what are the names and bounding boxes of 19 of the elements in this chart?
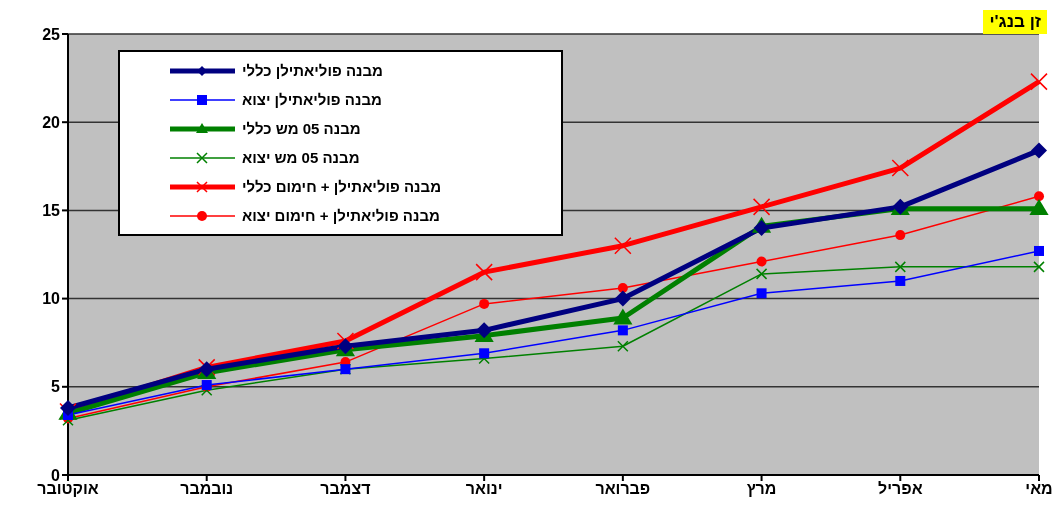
x-tick-label: מרץ (746, 480, 777, 498)
legend-label: מבנה פוליאתילן יצוא (242, 91, 382, 108)
x-tick-label: אפריל (878, 480, 923, 498)
legend-label: מבנה פוליאתילן + חימום יצוא (242, 207, 440, 224)
legend-label: מבנה פוליאתילן כללי (242, 62, 383, 79)
x-tick-label: דצמבר (320, 480, 371, 498)
y-tick-label: 5 (51, 378, 61, 396)
legend-label: מבנה 05 מש יצוא (242, 149, 360, 166)
x-tick-label: פברואר (595, 480, 651, 498)
x-tick-label: ינואר (465, 480, 503, 498)
legend-label: מבנה פוליאתילן + חימום כללי (242, 178, 442, 195)
y-tick-label: 20 (42, 113, 61, 131)
y-tick-label: 25 (42, 25, 61, 43)
x-tick-label: נובמבר (180, 480, 234, 498)
chart-title: זן בנג'י (983, 10, 1047, 34)
x-tick-label: מאי (1025, 480, 1053, 498)
legend-label: מבנה 05 מש כללי (242, 120, 361, 137)
y-tick-label: 10 (42, 290, 61, 308)
y-tick-label: 15 (42, 202, 61, 220)
